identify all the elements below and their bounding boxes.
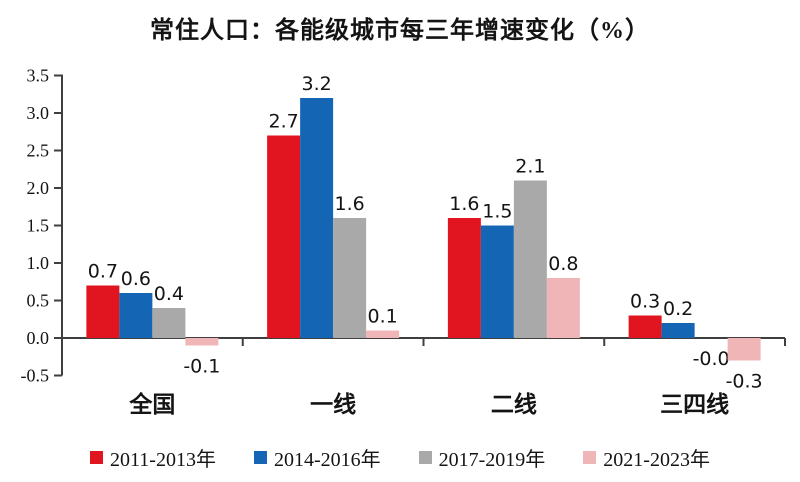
y-tick-label: 2.0 [27,178,50,198]
legend-label: 2021-2023年 [603,448,710,471]
legend-swatch [418,450,432,464]
bar [727,338,761,361]
bar [185,338,219,346]
bar [480,225,514,338]
x-category-label: 全国 [128,391,175,418]
bar [300,98,334,338]
legend-label: 2017-2019年 [438,448,546,471]
bar-value-label: -0.3 [726,371,763,393]
bar-value-label: 1.5 [482,201,512,223]
legend-swatch [253,450,267,464]
y-tick-label: -0.5 [21,366,50,386]
legend-item: 2014-2016年 [253,443,381,472]
bar [628,315,662,338]
legend-label: 2014-2016年 [273,448,381,471]
bar-value-label: -0.1 [183,356,220,378]
bar-value-label: 1.6 [335,193,365,215]
x-category-label: 二线 [491,391,537,418]
legend-item: 2011-2013年 [90,443,216,472]
bar [267,135,301,338]
legend-item: 2021-2023年 [583,443,710,472]
bar-value-label: 0.4 [154,283,184,305]
bar [333,218,367,338]
bar-value-label: 3.2 [302,73,332,95]
bar [152,308,186,338]
y-tick-label: 1.5 [27,216,50,236]
bar-value-label: 0.3 [630,291,660,313]
bar [546,278,580,338]
y-tick-label: 2.5 [27,141,50,161]
bar-value-label: 0.2 [663,298,693,320]
bar-value-label: 2.1 [515,156,545,178]
bar-value-label: 1.6 [449,193,479,215]
legend-item: 2017-2019年 [418,443,546,472]
y-tick-label: 1.0 [27,253,50,273]
legend-label: 2011-2013年 [110,448,216,471]
legend-swatch [583,450,597,464]
x-category-label: 三四线 [660,391,729,418]
bar [86,285,120,338]
bar [661,323,695,338]
y-tick-label: 0.0 [27,328,50,348]
bar-value-label: 2.7 [269,111,299,133]
legend-swatch [90,450,104,464]
bar-value-label: -0.0 [693,348,730,370]
bar-value-label: 0.6 [121,268,151,290]
bar-value-label: 0.1 [368,306,398,328]
bar-value-label: 0.7 [88,261,118,283]
chart-title: 常住人口：各能级城市每三年增速变化（%） [150,18,650,44]
bar [366,330,400,338]
bar [513,180,547,338]
bar-chart: 3.5 3.0 2.5 2.0 1.5 1.0 0.5 0.0 -0.5 全国 0.7 0.60.4 -… [21,66,786,418]
x-category-label: 一线 [310,391,356,418]
bar-value-label: 0.8 [548,253,578,275]
y-tick-label: 3.5 [27,66,50,86]
y-tick-label: 3.0 [27,103,50,123]
chart-legend: 2011-2013年 2014-2016年 2017-2019年 2021-2023年 [0,442,800,472]
bar [119,293,153,338]
y-tick-label: 0.5 [27,291,50,311]
bar [447,218,481,338]
